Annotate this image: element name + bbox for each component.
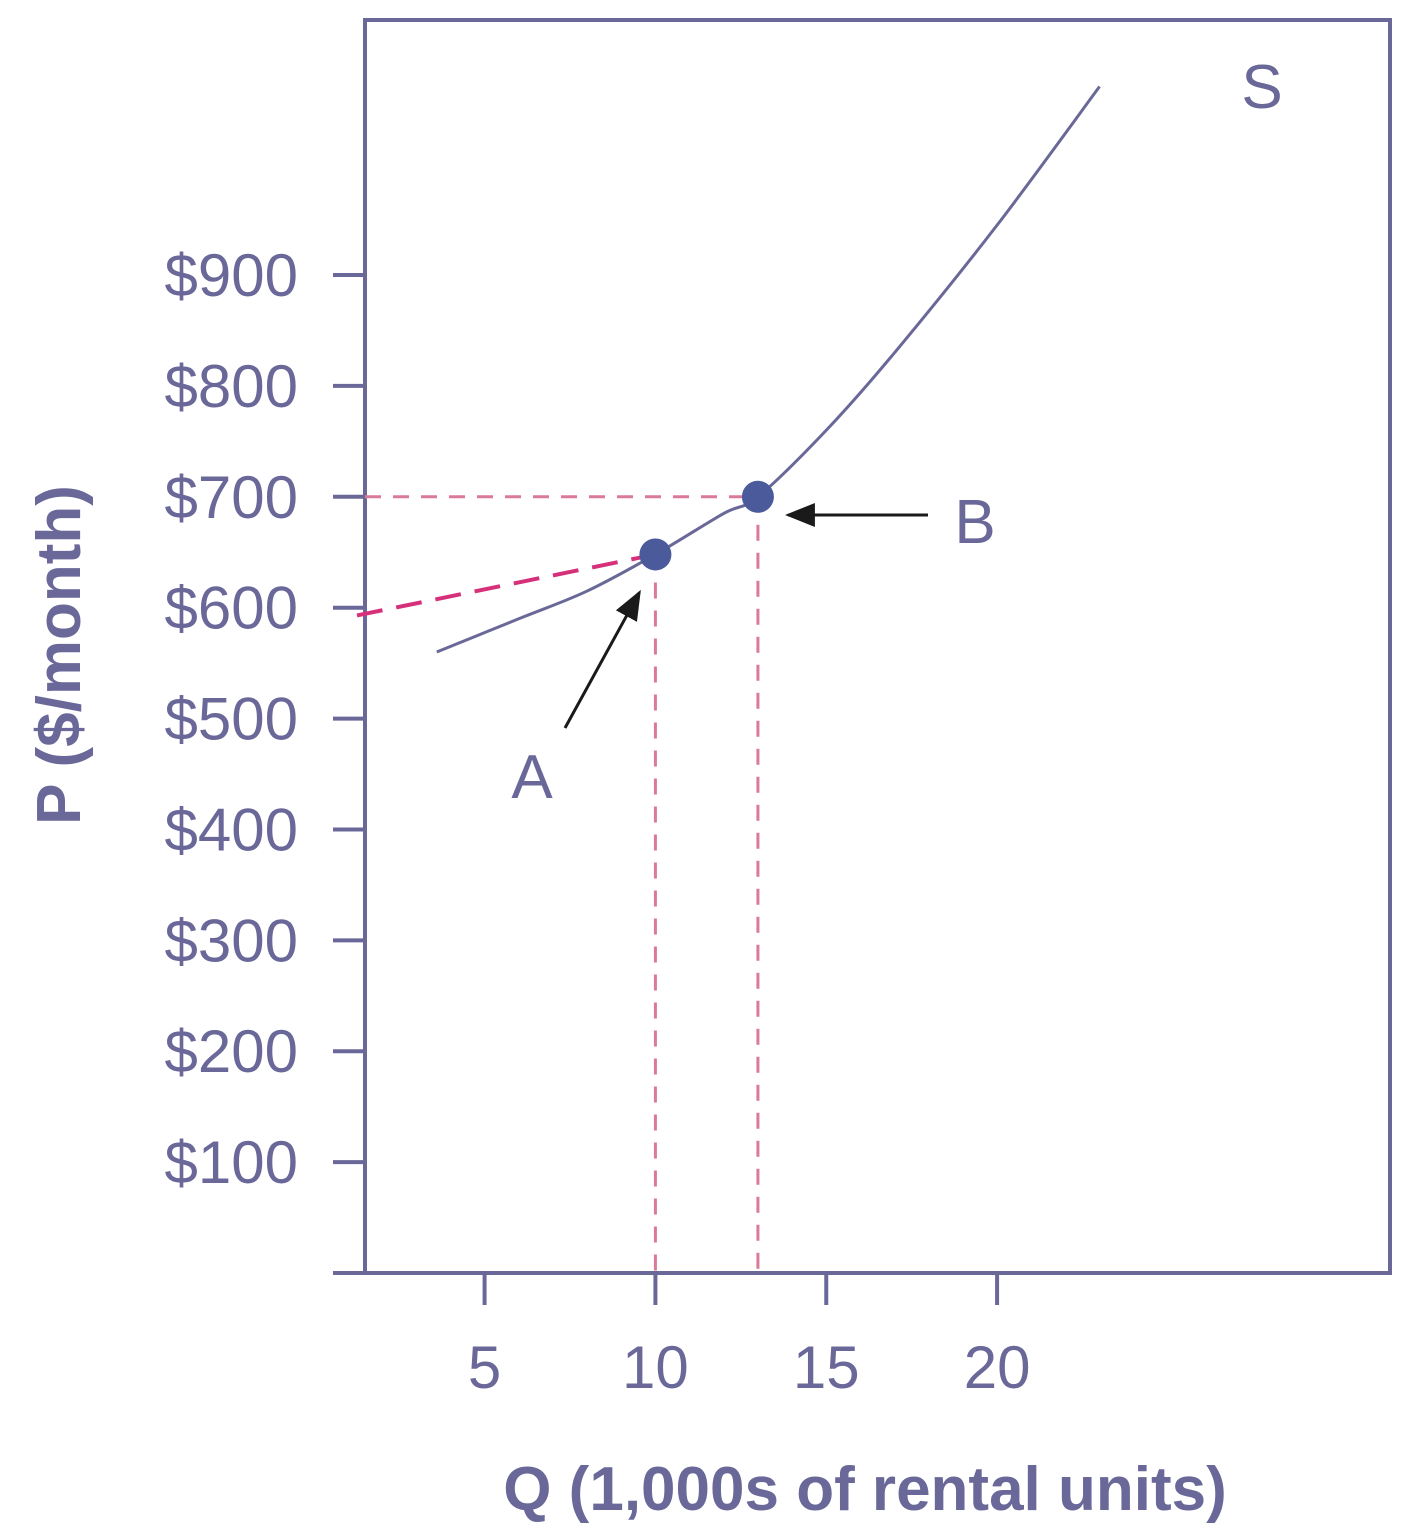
y-tick-label: $600 <box>165 575 298 642</box>
elasticity-dashed-line <box>356 552 656 618</box>
y-tick-label: $200 <box>165 1018 298 1085</box>
y-tick-label: $800 <box>165 353 298 420</box>
y-tick-label: $400 <box>165 796 298 863</box>
y-tick-label: $100 <box>165 1129 298 1196</box>
supply-curve <box>436 85 1101 654</box>
plot-area: $100 $200 $300 $400 $500 $600 $700 $800 $900 5 10 1… <box>165 18 1392 1401</box>
y-tick-label: $900 <box>165 242 298 309</box>
y-tick-label: $500 <box>165 686 298 753</box>
x-tick-label: 5 <box>468 1334 501 1401</box>
x-axis-title: Q (1,000s of rental units) <box>503 1455 1227 1524</box>
plot-frame <box>363 18 1392 1275</box>
point-a <box>639 538 672 571</box>
x-tick-label: 15 <box>793 1334 860 1401</box>
y-axis-title: P ($/month) <box>25 485 94 825</box>
y-tick-label: $700 <box>165 464 298 531</box>
arrow-a <box>563 589 641 729</box>
point-b <box>741 480 774 513</box>
point-b-label: B <box>954 488 995 557</box>
x-tick-label: 20 <box>964 1334 1031 1401</box>
point-a-label: A <box>511 743 553 812</box>
y-tick-label: $300 <box>165 907 298 974</box>
x-tick-label: 10 <box>622 1334 689 1401</box>
supply-curve-label: S <box>1241 53 1282 122</box>
